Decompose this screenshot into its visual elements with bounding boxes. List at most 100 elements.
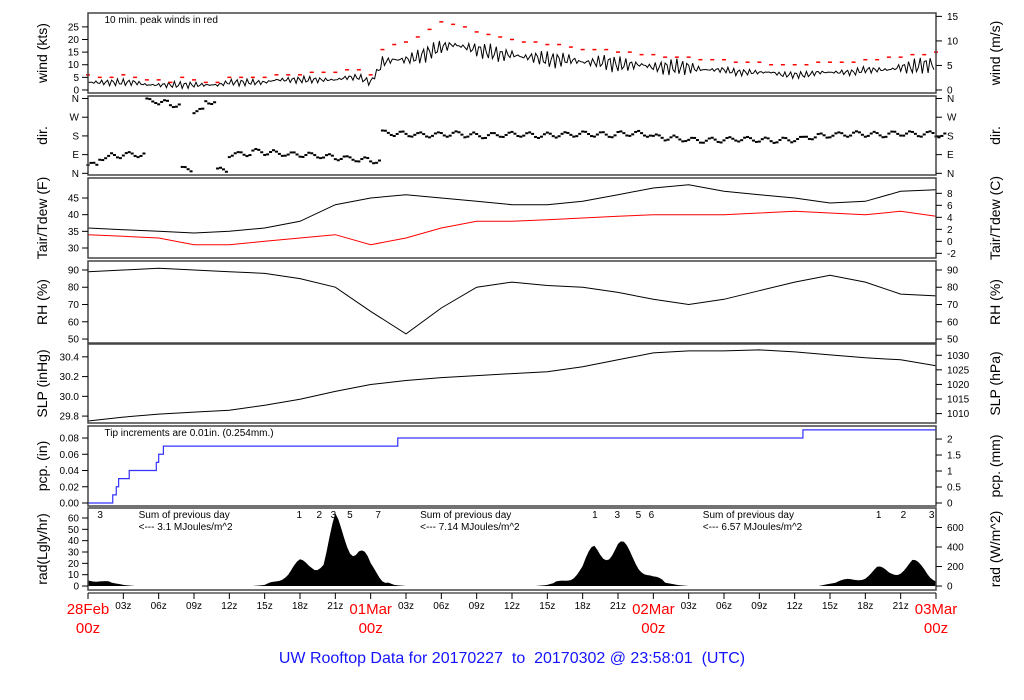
y-tick-label: 30.2 — [60, 372, 80, 383]
annotation: 1 — [876, 510, 882, 521]
annotation: 10 min. peak winds in red — [104, 15, 217, 26]
y-axis-label: RH (%) — [34, 279, 50, 325]
wind-direction-point — [416, 132, 420, 135]
wind-direction-point — [439, 132, 443, 135]
wind-direction-point — [113, 153, 116, 156]
wind-direction-point — [696, 139, 699, 142]
wind-direction-point — [531, 132, 535, 135]
annotation: 7 — [375, 510, 381, 521]
wind-direction-point — [257, 148, 261, 151]
wind-direction-point — [775, 141, 779, 144]
wind-direction-point — [451, 131, 455, 134]
wind-direction-point — [513, 132, 517, 135]
panel-frame — [87, 260, 937, 344]
wind-direction-point — [616, 131, 620, 134]
x-tick-label: 21z — [327, 601, 343, 612]
wind-direction-point — [625, 134, 629, 137]
wind-direction-point — [101, 159, 105, 162]
wind-direction-point — [204, 100, 208, 103]
wind-direction-point — [684, 140, 688, 143]
y-tick-label: 25 — [68, 22, 80, 33]
wind-direction-point — [274, 150, 278, 153]
wind-direction-point — [875, 132, 879, 135]
wind-direction-point — [778, 139, 782, 142]
wind-direction-point — [360, 158, 364, 161]
panel-frame — [87, 425, 937, 507]
wind-direction-point — [436, 131, 440, 134]
wind-direction-point — [401, 130, 405, 133]
annotation: 2 — [316, 510, 322, 521]
wind-direction-point — [410, 135, 414, 138]
wind-direction-point — [110, 152, 114, 155]
wind-direction-point — [295, 153, 299, 156]
y-axis-label: SLP (inHg) — [34, 349, 50, 417]
wind-direction-point — [366, 157, 370, 160]
wind-direction-point — [781, 136, 785, 139]
wind-direction-point — [463, 136, 467, 139]
x-tick-label: 06z — [151, 601, 167, 612]
annotation: 6 — [649, 510, 655, 521]
wind-direction-point — [704, 139, 708, 142]
wind-direction-point — [316, 156, 320, 159]
wind-direction-point — [790, 141, 794, 144]
wind-direction-point — [766, 137, 770, 140]
wind-direction-point — [180, 165, 184, 168]
wind-direction-point — [428, 136, 432, 139]
right-tick-label: 400 — [947, 543, 964, 554]
annotation: 3 — [614, 510, 620, 521]
y-tick-label: 30 — [68, 548, 80, 559]
x-date-time-label: 00z — [359, 620, 383, 637]
y-tick-label: 50 — [68, 525, 80, 536]
wind-direction-point — [899, 134, 903, 137]
wind-direction-point — [672, 134, 676, 137]
right-axis-label: pcp. (mm) — [987, 435, 1003, 498]
wind-direction-point — [843, 134, 847, 137]
wind-direction-point — [922, 133, 926, 136]
wind-direction-point — [254, 148, 258, 151]
y-tick-label: 0.06 — [60, 450, 80, 461]
wind-direction-point — [534, 135, 538, 138]
y-tick-label: 50 — [68, 335, 80, 346]
right-tick-label: 0 — [947, 498, 953, 509]
annotation: 1 — [592, 510, 598, 521]
series-SLP-line — [87, 349, 937, 422]
wind-direction-point — [422, 133, 426, 136]
wind-direction-point — [852, 131, 856, 134]
wind-direction-point — [816, 133, 820, 136]
wind-direction-point — [174, 105, 178, 108]
wind-direction-point — [634, 130, 638, 133]
panel-frame — [87, 177, 937, 259]
right-tick-label: -2 — [947, 249, 956, 260]
wind-direction-point — [716, 140, 720, 143]
annotation: 5 — [636, 510, 642, 521]
right-axis-label: Tair/Tdew (C) — [987, 176, 1003, 260]
wind-direction-point — [831, 134, 835, 137]
wind-direction-point — [304, 154, 308, 157]
y-tick-label: 40 — [68, 210, 80, 221]
wind-direction-point — [572, 135, 576, 138]
wind-direction-point — [802, 135, 805, 138]
wind-direction-point — [619, 130, 623, 133]
y-tick-label: N — [72, 169, 79, 180]
wind-direction-point — [928, 130, 932, 133]
wind-direction-point — [592, 135, 596, 138]
right-tick-label: 5 — [947, 61, 953, 72]
y-tick-label: 0.08 — [60, 434, 80, 445]
wind-direction-point — [587, 133, 591, 136]
right-tick-label: 1020 — [947, 380, 970, 391]
wind-direction-point — [916, 135, 920, 138]
wind-direction-point — [380, 129, 384, 132]
wind-direction-point — [307, 151, 311, 154]
wind-direction-point — [743, 136, 747, 139]
wind-direction-point — [528, 131, 532, 134]
wind-direction-point — [168, 104, 172, 107]
wind-direction-point — [566, 131, 570, 134]
right-tick-label: 50 — [947, 335, 959, 346]
wind-direction-point — [392, 135, 396, 138]
panel-wind — [82, 12, 942, 94]
wind-direction-point — [749, 137, 752, 140]
wind-direction-point — [734, 139, 738, 142]
wind-direction-point — [537, 136, 540, 139]
wind-direction-point — [637, 129, 641, 132]
wind-direction-point — [740, 139, 744, 142]
